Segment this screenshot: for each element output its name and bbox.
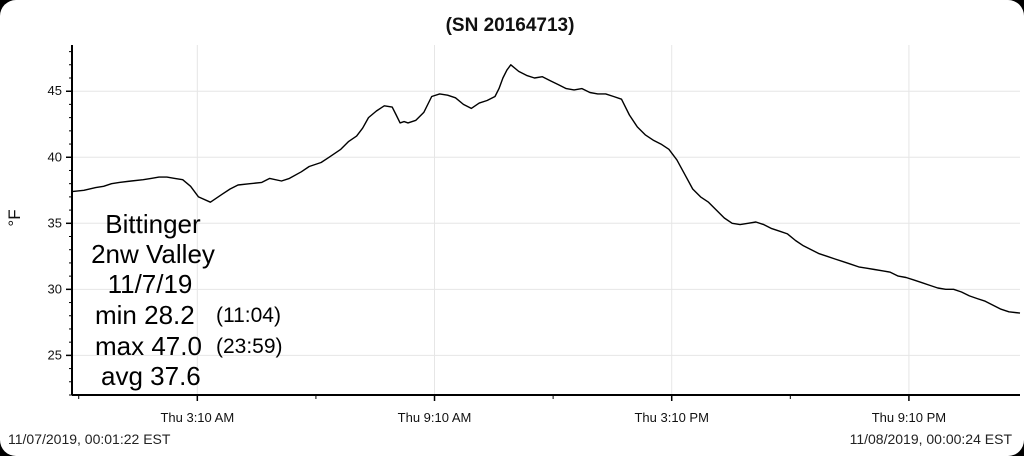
max-time: (23:59) — [216, 335, 283, 358]
x-tick-label: Thu 9:10 PM — [872, 410, 946, 425]
y-axis-label: °F — [5, 209, 24, 226]
y-tick-label: 40 — [48, 149, 62, 164]
station-location: 2nw Valley — [91, 239, 215, 269]
record-date: 11/7/19 — [108, 269, 193, 299]
grid-lines — [72, 45, 1020, 395]
y-axis-ticks: 25 30 35 40 45 — [48, 51, 72, 396]
y-tick-label: 30 — [48, 281, 62, 296]
x-tick-label: Thu 3:10 AM — [160, 410, 234, 425]
y-tick-label: 25 — [48, 347, 62, 362]
end-timestamp: 11/08/2019, 00:00:24 EST — [850, 431, 1013, 447]
x-axis-ticks: Thu 3:10 AM Thu 9:10 AM Thu 3:10 PM Thu 9:1… — [78, 395, 946, 425]
x-tick-label: Thu 3:10 PM — [634, 410, 708, 425]
y-tick-label: 35 — [48, 215, 62, 230]
max-value: max 47.0 — [95, 331, 202, 361]
series-layer — [71, 64, 1021, 314]
stats-annotation: Bittinger 2nw Valley 11/7/19 min 28.2 (1… — [91, 209, 282, 391]
station-name: Bittinger — [105, 209, 201, 239]
min-value: min 28.2 — [95, 300, 195, 330]
avg-value: avg 37.6 — [101, 361, 201, 391]
x-tick-label: Thu 9:10 AM — [398, 410, 472, 425]
chart-title: (SN 20164713) — [446, 15, 575, 36]
temperature-line — [71, 64, 1021, 314]
min-time: (11:04) — [216, 304, 281, 327]
y-tick-label: 45 — [48, 83, 62, 98]
axes — [71, 45, 1020, 396]
start-timestamp: 11/07/2019, 00:01:22 EST — [8, 431, 171, 447]
